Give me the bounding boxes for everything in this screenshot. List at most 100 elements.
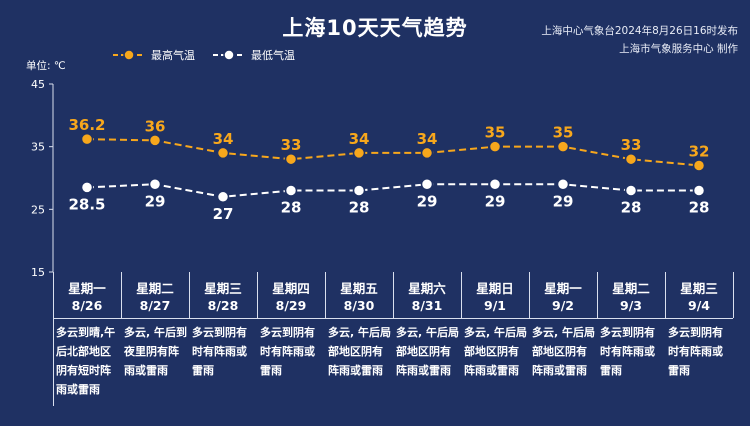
weekday-label: 星期四 [272, 281, 310, 296]
low-temp-point [80, 181, 94, 194]
day-column: 星期二 9/3 多云到阴有时有阵雨或雷雨 [597, 272, 665, 406]
low-temp-label: 27 [213, 205, 234, 223]
date-label: 8/29 [275, 298, 307, 313]
y-tick-label: 15 [31, 266, 45, 279]
high-temp-point [420, 146, 434, 160]
low-temp-point [420, 178, 434, 191]
low-temp-point [148, 178, 162, 191]
chart-title: 上海10天天气趋势 [282, 16, 468, 40]
low-temp-label: 29 [145, 192, 166, 210]
high-temp-label: 36.2 [68, 116, 105, 134]
weekday-label: 星期二 [136, 281, 174, 296]
date-label: 9/3 [620, 298, 642, 313]
table-column-divider [597, 272, 598, 318]
weather-description: 多云, 午后局部地区阴有阵雨或雷雨 [396, 326, 460, 377]
weather-description: 多云, 午后局部地区阴有阵雨或雷雨 [328, 326, 392, 377]
date-label: 8/28 [207, 298, 239, 313]
high-temp-point [488, 140, 502, 153]
table-column-divider [53, 272, 54, 406]
weekday-label: 星期三 [204, 281, 242, 296]
forecast-table: 星期一 8/26 多云到晴,午后北部地区阴有短时阵雨或雷雨 星期二 8/27 多云, 午后… [53, 272, 734, 406]
low-temp-label: 28 [689, 199, 710, 217]
y-tick-label: 25 [31, 203, 45, 216]
publisher-line-2: 上海市气象服务中心 制作 [619, 43, 738, 55]
legend-item-low: 最低气温 [213, 47, 295, 63]
day-column: 星期二 8/27 多云, 午后到夜里阴有阵雨或雷雨 [121, 272, 189, 406]
weekday-label: 星期六 [408, 281, 446, 296]
date-label: 9/1 [484, 298, 506, 313]
day-column: 星期日 9/1 多云, 午后局部地区阴有阵雨或雷雨 [461, 272, 529, 406]
high-temp-line [86, 138, 700, 167]
high-temp-label: 33 [621, 136, 642, 154]
legend-high-marker-icon [113, 49, 145, 61]
low-temp-point [216, 190, 230, 204]
low-temp-point [284, 184, 298, 197]
low-temp-line [86, 183, 699, 198]
day-column: 星期六 8/31 多云, 午后局部地区阴有阵雨或雷雨 [393, 272, 461, 406]
high-temp-label: 36 [145, 117, 166, 135]
table-column-divider [665, 272, 666, 318]
low-temp-label: 29 [553, 192, 574, 210]
weather-description: 多云到晴,午后北部地区阴有短时阵雨或雷雨 [56, 326, 116, 396]
high-temp-label: 34 [349, 130, 370, 148]
weather-description: 多云到阴有时有阵雨或雷雨 [260, 326, 315, 377]
high-temp-label: 35 [485, 124, 506, 142]
low-temp-label: 29 [417, 192, 438, 210]
weekday-label: 星期三 [680, 281, 718, 296]
weekday-label: 星期五 [340, 281, 378, 296]
weather-description: 多云到阴有时有阵雨或雷雨 [600, 326, 655, 377]
high-temp-label: 32 [689, 142, 710, 160]
high-temp-point [216, 146, 230, 160]
high-temp-label: 34 [213, 130, 234, 148]
weather-description: 多云, 午后局部地区阴有阵雨或雷雨 [464, 326, 528, 377]
day-column: 星期五 8/30 多云, 午后局部地区阴有阵雨或雷雨 [325, 272, 393, 406]
high-temp-point [692, 159, 706, 172]
weekday-label: 星期一 [544, 281, 582, 296]
legend-low-label: 最低气温 [251, 49, 295, 62]
high-temp-point [284, 152, 298, 166]
weather-description: 多云, 午后局部地区阴有阵雨或雷雨 [532, 326, 596, 377]
legend-item-high: 最高气温 [113, 47, 195, 63]
day-column: 星期三 8/28 多云到阴有时有阵雨或雷雨 [189, 272, 257, 406]
table-column-divider [529, 272, 530, 318]
weather-description: 多云到阴有时有阵雨或雷雨 [192, 326, 247, 377]
low-temp-label: 28 [621, 199, 642, 217]
table-column-divider [733, 272, 734, 318]
day-column: 星期四 8/29 多云到阴有时有阵雨或雷雨 [257, 272, 325, 406]
low-temp-point [556, 178, 570, 191]
table-column-divider [325, 272, 326, 318]
unit-label: 单位: ℃ [26, 60, 66, 72]
table-divider [53, 318, 733, 319]
date-label: 8/30 [343, 298, 375, 313]
day-column: 星期一 8/26 多云到晴,午后北部地区阴有短时阵雨或雷雨 [53, 272, 121, 406]
y-tick-label: 45 [31, 78, 45, 91]
high-temp-point [148, 134, 162, 147]
low-temp-label: 28 [349, 199, 370, 217]
low-temp-label: 28.5 [68, 195, 105, 213]
high-temp-point [556, 140, 570, 153]
high-temp-point [352, 146, 366, 160]
table-column-divider [189, 272, 190, 318]
high-temp-label: 34 [417, 130, 438, 148]
low-temp-point [692, 184, 706, 197]
date-label: 8/27 [139, 298, 171, 313]
table-column-divider [257, 272, 258, 318]
low-temp-label: 28 [281, 199, 302, 217]
high-temp-point [624, 152, 638, 166]
high-temp-point [80, 132, 94, 146]
low-temp-point [488, 178, 502, 191]
weekday-label: 星期日 [476, 281, 514, 296]
high-temp-label: 33 [281, 136, 302, 154]
low-temp-point [624, 184, 638, 197]
day-column: 星期一 9/2 多云, 午后局部地区阴有阵雨或雷雨 [529, 272, 597, 406]
weekday-label: 星期二 [612, 281, 650, 296]
weather-description: 多云, 午后到夜里阴有阵雨或雷雨 [124, 326, 188, 377]
y-tick-label: 35 [31, 141, 45, 154]
low-temp-label: 29 [485, 192, 506, 210]
weekday-label: 星期一 [68, 281, 106, 296]
table-column-divider [461, 272, 462, 318]
weather-description: 多云到阴有时有阵雨或雷雨 [668, 326, 723, 377]
day-column: 星期三 9/4 多云到阴有时有阵雨或雷雨 [665, 272, 733, 406]
legend-high-label: 最高气温 [151, 49, 195, 62]
